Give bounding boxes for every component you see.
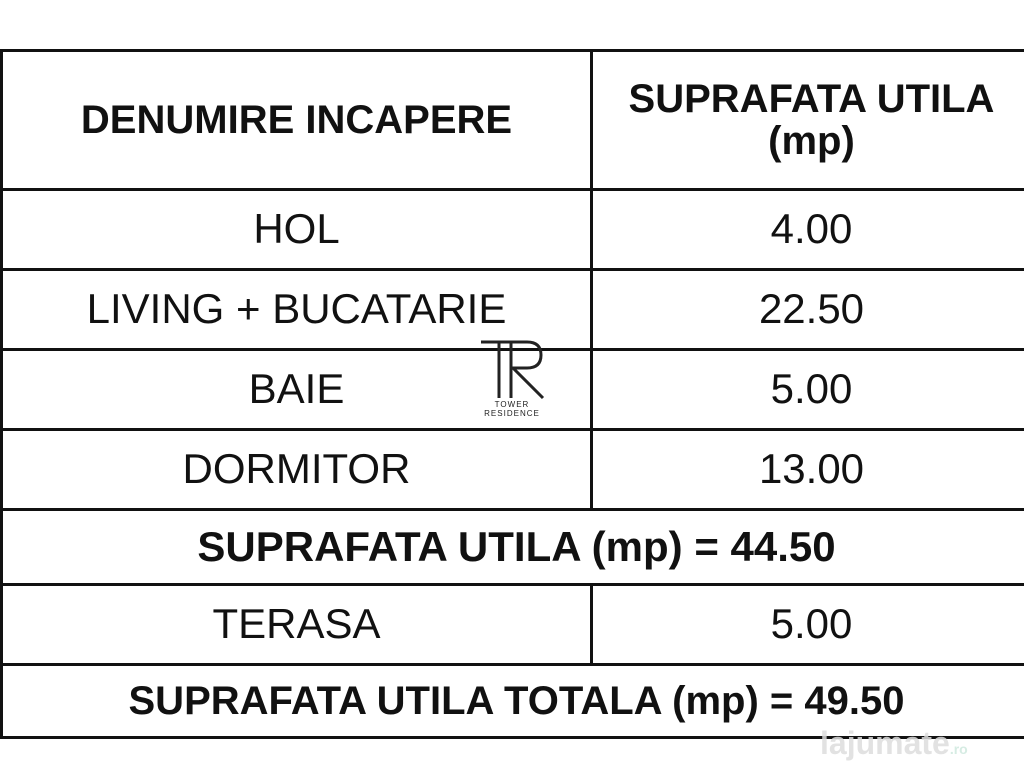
header-room-name: DENUMIRE INCAPERE [0, 49, 593, 191]
room-area: 13.00 [590, 428, 1024, 511]
table-row: LIVING + BUCATARIE 22.50 [0, 268, 1024, 351]
lajumate-watermark: lajumate.ro [820, 725, 968, 762]
room-name: DORMITOR [0, 428, 593, 511]
header-area: SUPRAFATA UTILA (mp) [590, 49, 1024, 191]
table-header: DENUMIRE INCAPERE SUPRAFATA UTILA (mp) [0, 49, 1024, 191]
subtotal-row: SUPRAFATA UTILA (mp) = 44.50 [0, 508, 1024, 586]
logo-line1: TOWER [494, 400, 530, 409]
room-name: HOL [0, 188, 593, 271]
room-name: BAIE [0, 348, 593, 431]
table-row: HOL 4.00 [0, 188, 1024, 271]
subtotal-text: SUPRAFATA UTILA (mp) = 44.50 [0, 508, 1024, 586]
tower-residence-logo: TOWER RESIDENCE [466, 340, 558, 418]
room-area-table: DENUMIRE INCAPERE SUPRAFATA UTILA (mp) H… [0, 49, 1024, 739]
logo-line2: RESIDENCE [484, 409, 540, 418]
header-area-line2: (mp) [768, 119, 855, 163]
room-name: LIVING + BUCATARIE [0, 268, 593, 351]
watermark-suffix: .ro [949, 741, 968, 757]
table-row: BAIE 5.00 [0, 348, 1024, 431]
room-area: 4.00 [590, 188, 1024, 271]
watermark-text: lajumate [820, 725, 950, 761]
room-area: 22.50 [590, 268, 1024, 351]
total-row: SUPRAFATA UTILA TOTALA (mp) = 49.50 [0, 663, 1024, 739]
table-row: DORMITOR 13.00 [0, 428, 1024, 511]
room-name: TERASA [0, 583, 593, 666]
room-area: 5.00 [590, 583, 1024, 666]
tr-logo-icon [481, 340, 545, 400]
total-text: SUPRAFATA UTILA TOTALA (mp) = 49.50 [0, 663, 1024, 739]
room-area: 5.00 [590, 348, 1024, 431]
table-row: TERASA 5.00 [0, 583, 1024, 666]
header-area-line1: SUPRAFATA UTILA [628, 77, 995, 121]
